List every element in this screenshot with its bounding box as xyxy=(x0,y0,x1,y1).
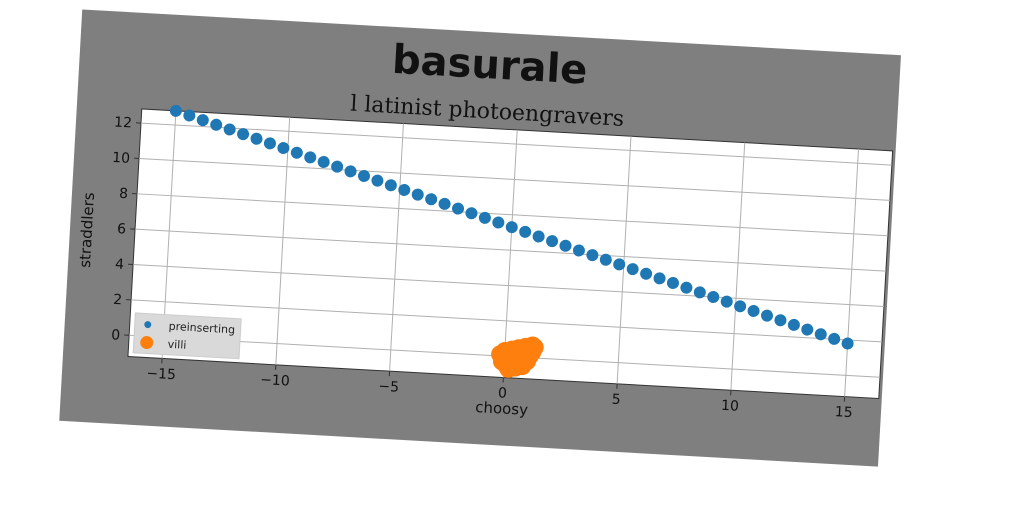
data-point-preinserting xyxy=(237,128,250,141)
data-point-preinserting xyxy=(452,202,465,215)
data-point-preinserting xyxy=(223,123,236,136)
data-point-preinserting xyxy=(801,323,814,336)
data-point-preinserting xyxy=(693,286,706,299)
legend-label-villi: villi xyxy=(167,338,186,352)
x-tick-label: −10 xyxy=(260,372,290,390)
data-point-preinserting xyxy=(519,225,532,238)
x-tick-label: 10 xyxy=(721,398,740,415)
data-point-preinserting xyxy=(680,281,693,294)
data-point-preinserting xyxy=(169,104,182,117)
data-point-preinserting xyxy=(599,253,612,266)
x-tick-label: 15 xyxy=(834,404,853,421)
y-tick-label: 2 xyxy=(113,292,123,308)
x-tick-label: −5 xyxy=(378,379,400,396)
data-point-preinserting xyxy=(331,160,344,173)
data-point-preinserting xyxy=(304,151,317,164)
data-point-preinserting xyxy=(438,197,451,210)
data-point-preinserting xyxy=(371,174,384,187)
x-gridline xyxy=(844,148,859,397)
data-point-preinserting xyxy=(411,188,424,201)
data-point-preinserting xyxy=(196,114,209,127)
y-gridline xyxy=(140,122,892,166)
x-gridline xyxy=(389,123,404,372)
data-point-preinserting xyxy=(492,216,505,229)
y-tick-label: 10 xyxy=(112,150,131,167)
y-tick-label: 8 xyxy=(119,186,129,202)
legend-marker-villi xyxy=(140,336,154,350)
data-point-preinserting xyxy=(344,165,357,178)
data-point-preinserting xyxy=(290,146,303,159)
y-axis-label: straddlers xyxy=(76,192,98,269)
data-point-villi xyxy=(513,357,532,376)
legend: preinserting villi xyxy=(132,312,242,360)
y-gridline xyxy=(138,157,890,201)
x-tick-label: 5 xyxy=(611,392,621,408)
x-tick-label: −15 xyxy=(146,366,176,384)
y-tick-label: 6 xyxy=(117,221,127,237)
data-point-preinserting xyxy=(640,267,653,280)
x-gridline xyxy=(502,129,518,378)
x-tick-label: 0 xyxy=(498,385,508,401)
chart-title: basurale xyxy=(391,37,589,94)
y-tick-label: 12 xyxy=(114,115,133,132)
data-point-preinserting xyxy=(747,304,760,317)
data-point-preinserting xyxy=(505,221,518,234)
data-point-preinserting xyxy=(210,118,223,131)
data-point-preinserting xyxy=(425,193,438,206)
data-point-preinserting xyxy=(814,328,827,341)
data-point-preinserting xyxy=(277,142,290,155)
data-point-preinserting xyxy=(707,290,720,303)
data-point-preinserting xyxy=(559,239,572,252)
x-gridline xyxy=(275,117,291,365)
data-point-preinserting xyxy=(666,277,679,290)
y-tick-label: 4 xyxy=(115,257,125,273)
data-point-preinserting xyxy=(586,249,599,262)
data-point-preinserting xyxy=(183,109,196,122)
y-gridline xyxy=(137,193,888,237)
data-point-preinserting xyxy=(626,263,639,276)
data-point-preinserting xyxy=(317,156,330,169)
data-point-preinserting xyxy=(774,314,787,327)
data-point-preinserting xyxy=(250,132,263,145)
legend-marker-preinserting xyxy=(144,321,152,329)
data-point-preinserting xyxy=(828,332,841,345)
legend-box xyxy=(132,312,242,360)
data-point-preinserting xyxy=(572,244,585,257)
x-ticks: −15 −10 −5 0 5 10 15 xyxy=(146,358,853,421)
y-gridline xyxy=(135,228,886,272)
data-point-preinserting xyxy=(761,309,774,322)
data-point-preinserting xyxy=(398,183,411,196)
data-point-preinserting xyxy=(653,272,666,285)
data-series xyxy=(169,104,854,378)
data-point-preinserting xyxy=(263,137,276,150)
data-point-preinserting xyxy=(613,258,626,271)
y-tick-label: 0 xyxy=(111,327,121,343)
data-point-preinserting xyxy=(546,235,559,248)
x-gridline xyxy=(616,136,632,384)
x-axis-label: choosy xyxy=(475,398,529,419)
data-point-preinserting xyxy=(478,211,491,224)
data-point-preinserting xyxy=(384,179,397,192)
data-point-preinserting xyxy=(357,169,370,182)
x-gridline xyxy=(730,142,746,391)
data-point-preinserting xyxy=(734,300,747,313)
data-point-preinserting xyxy=(720,295,733,308)
y-ticks: 0 2 4 6 8 10 12 xyxy=(111,115,142,344)
y-gridline xyxy=(131,299,882,343)
y-gridline xyxy=(133,264,884,308)
data-point-preinserting xyxy=(532,230,545,243)
data-point-preinserting xyxy=(465,207,478,220)
data-point-preinserting xyxy=(841,337,854,350)
data-point-preinserting xyxy=(787,318,800,331)
legend-label-preinserting: preinserting xyxy=(168,320,235,337)
